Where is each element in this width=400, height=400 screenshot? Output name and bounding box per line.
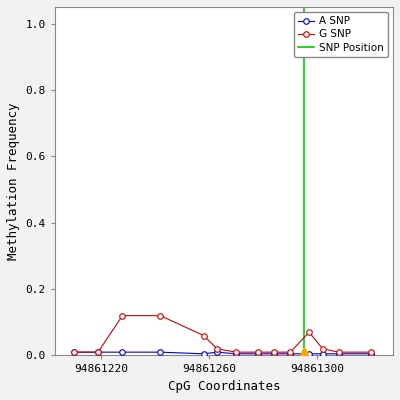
X-axis label: CpG Coordinates: CpG Coordinates: [168, 380, 280, 393]
Y-axis label: Methylation Frequency: Methylation Frequency: [7, 102, 20, 260]
Legend: A SNP, G SNP, SNP Position: A SNP, G SNP, SNP Position: [294, 12, 388, 57]
